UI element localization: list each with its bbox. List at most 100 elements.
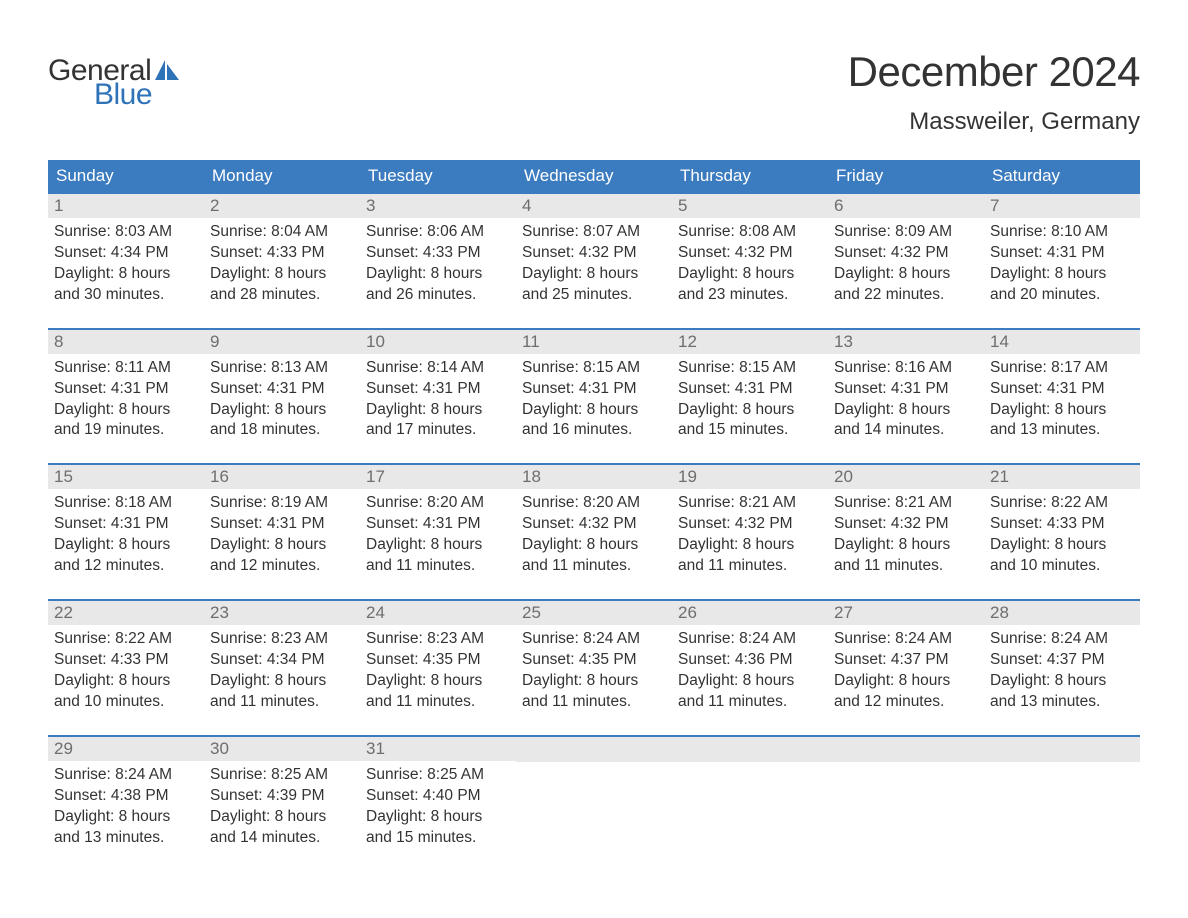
month-title: December 2024 (848, 48, 1140, 96)
day-number: 28 (990, 603, 1009, 622)
day-sunrise: Sunrise: 8:20 AM (366, 493, 510, 514)
day-cell: 7Sunrise: 8:10 AMSunset: 4:31 PMDaylight… (984, 194, 1140, 328)
day-body: Sunrise: 8:13 AMSunset: 4:31 PMDaylight:… (204, 354, 360, 442)
week-row: 29Sunrise: 8:24 AMSunset: 4:38 PMDayligh… (48, 735, 1140, 871)
location-label: Massweiler, Germany (848, 108, 1140, 136)
day-body: Sunrise: 8:18 AMSunset: 4:31 PMDaylight:… (48, 489, 204, 577)
day-sunset: Sunset: 4:31 PM (678, 379, 822, 400)
day-d1: Daylight: 8 hours (210, 264, 354, 285)
day-cell: 28Sunrise: 8:24 AMSunset: 4:37 PMDayligh… (984, 601, 1140, 735)
day-number-bar: 23 (204, 601, 360, 625)
day-sunrise: Sunrise: 8:25 AM (210, 765, 354, 786)
day-sunrise: Sunrise: 8:24 AM (678, 629, 822, 650)
day-cell (828, 737, 984, 871)
day-sunset: Sunset: 4:32 PM (678, 514, 822, 535)
day-d2: and 23 minutes. (678, 285, 822, 306)
day-d2: and 11 minutes. (522, 692, 666, 713)
day-cell: 14Sunrise: 8:17 AMSunset: 4:31 PMDayligh… (984, 330, 1140, 464)
day-d2: and 11 minutes. (210, 692, 354, 713)
day-number-bar: 6 (828, 194, 984, 218)
day-number-bar: 7 (984, 194, 1140, 218)
day-cell: 31Sunrise: 8:25 AMSunset: 4:40 PMDayligh… (360, 737, 516, 871)
day-body: Sunrise: 8:24 AMSunset: 4:35 PMDaylight:… (516, 625, 672, 713)
day-sunset: Sunset: 4:31 PM (54, 514, 198, 535)
day-number-bar: 2 (204, 194, 360, 218)
day-d2: and 13 minutes. (990, 420, 1134, 441)
day-number-bar: 20 (828, 465, 984, 489)
day-sunrise: Sunrise: 8:19 AM (210, 493, 354, 514)
day-cell: 2Sunrise: 8:04 AMSunset: 4:33 PMDaylight… (204, 194, 360, 328)
day-d1: Daylight: 8 hours (834, 671, 978, 692)
day-d1: Daylight: 8 hours (678, 535, 822, 556)
day-number-bar: 29 (48, 737, 204, 761)
day-d1: Daylight: 8 hours (210, 807, 354, 828)
day-cell: 26Sunrise: 8:24 AMSunset: 4:36 PMDayligh… (672, 601, 828, 735)
header: General Blue December 2024 Massweiler, G… (48, 48, 1140, 136)
day-cell: 3 Sunrise: 8:06 AMSunset: 4:33 PMDaylight… (360, 194, 516, 328)
day-d2: and 20 minutes. (990, 285, 1134, 306)
day-d2: and 11 minutes. (678, 556, 822, 577)
day-sunset: Sunset: 4:33 PM (366, 243, 510, 264)
day-d1: Daylight: 8 hours (54, 807, 198, 828)
day-d1: Daylight: 8 hours (522, 671, 666, 692)
day-number-bar: 19 (672, 465, 828, 489)
day-sunrise: Sunrise: 8:04 AM (210, 222, 354, 243)
day-sunrise: Sunrise: 8:16 AM (834, 358, 978, 379)
day-number-bar (672, 737, 828, 762)
day-sunrise: Sunrise: 8:22 AM (990, 493, 1134, 514)
day-body: Sunrise: 8:07 AMSunset: 4:32 PMDaylight:… (516, 218, 672, 306)
day-number-bar (984, 737, 1140, 762)
day-d1: Daylight: 8 hours (210, 535, 354, 556)
day-sunrise: Sunrise: 8:10 AM (990, 222, 1134, 243)
day-sunset: Sunset: 4:31 PM (366, 514, 510, 535)
day-number: 25 (522, 603, 541, 622)
day-cell: 17 Sunrise: 8:20 AMSunset: 4:31 PMDayligh… (360, 465, 516, 599)
day-body: Sunrise: 8:06 AMSunset: 4:33 PMDaylight:… (360, 218, 516, 306)
day-sunrise: Sunrise: 8:25 AM (366, 765, 510, 786)
day-number: 1 (54, 196, 63, 215)
day-cell: 19Sunrise: 8:21 AMSunset: 4:32 PMDayligh… (672, 465, 828, 599)
day-sunset: Sunset: 4:38 PM (54, 786, 198, 807)
day-number: 3 (366, 196, 375, 215)
day-sunrise: Sunrise: 8:24 AM (990, 629, 1134, 650)
day-d2: and 10 minutes. (54, 692, 198, 713)
day-number: 11 (522, 332, 540, 351)
day-number: 22 (54, 603, 73, 622)
day-d2: and 22 minutes. (834, 285, 978, 306)
day-body: Sunrise: 8:15 AMSunset: 4:31 PMDaylight:… (672, 354, 828, 442)
day-number-bar (516, 737, 672, 762)
title-block: December 2024 Massweiler, Germany (848, 48, 1140, 136)
day-number: 26 (678, 603, 697, 622)
day-d1: Daylight: 8 hours (990, 400, 1134, 421)
day-sunrise: Sunrise: 8:24 AM (522, 629, 666, 650)
day-cell: 8Sunrise: 8:11 AMSunset: 4:31 PMDaylight… (48, 330, 204, 464)
day-sunset: Sunset: 4:35 PM (522, 650, 666, 671)
day-number-bar: 25 (516, 601, 672, 625)
day-cell: 20Sunrise: 8:21 AMSunset: 4:32 PMDayligh… (828, 465, 984, 599)
week-row: 22Sunrise: 8:22 AMSunset: 4:33 PMDayligh… (48, 599, 1140, 735)
day-sunset: Sunset: 4:32 PM (834, 514, 978, 535)
day-number-bar: 17 (360, 465, 516, 489)
day-d1: Daylight: 8 hours (366, 264, 510, 285)
day-sunrise: Sunrise: 8:03 AM (54, 222, 198, 243)
day-body: Sunrise: 8:25 AMSunset: 4:40 PMDaylight:… (360, 761, 516, 849)
day-number: 10 (366, 332, 385, 351)
day-d1: Daylight: 8 hours (366, 535, 510, 556)
day-d1: Daylight: 8 hours (366, 400, 510, 421)
day-number-bar: 9 (204, 330, 360, 354)
day-body: Sunrise: 8:17 AMSunset: 4:31 PMDaylight:… (984, 354, 1140, 442)
day-sunrise: Sunrise: 8:14 AM (366, 358, 510, 379)
day-d2: and 14 minutes. (834, 420, 978, 441)
day-number-bar: 13 (828, 330, 984, 354)
day-sunrise: Sunrise: 8:21 AM (834, 493, 978, 514)
day-number: 4 (522, 196, 531, 215)
day-cell (672, 737, 828, 871)
day-d2: and 19 minutes. (54, 420, 198, 441)
day-sunset: Sunset: 4:34 PM (210, 650, 354, 671)
day-sunrise: Sunrise: 8:13 AM (210, 358, 354, 379)
day-cell: 27Sunrise: 8:24 AMSunset: 4:37 PMDayligh… (828, 601, 984, 735)
day-number-bar: 1 (48, 194, 204, 218)
day-cell: 30Sunrise: 8:25 AMSunset: 4:39 PMDayligh… (204, 737, 360, 871)
day-number: 6 (834, 196, 843, 215)
day-body: Sunrise: 8:19 AMSunset: 4:31 PMDaylight:… (204, 489, 360, 577)
